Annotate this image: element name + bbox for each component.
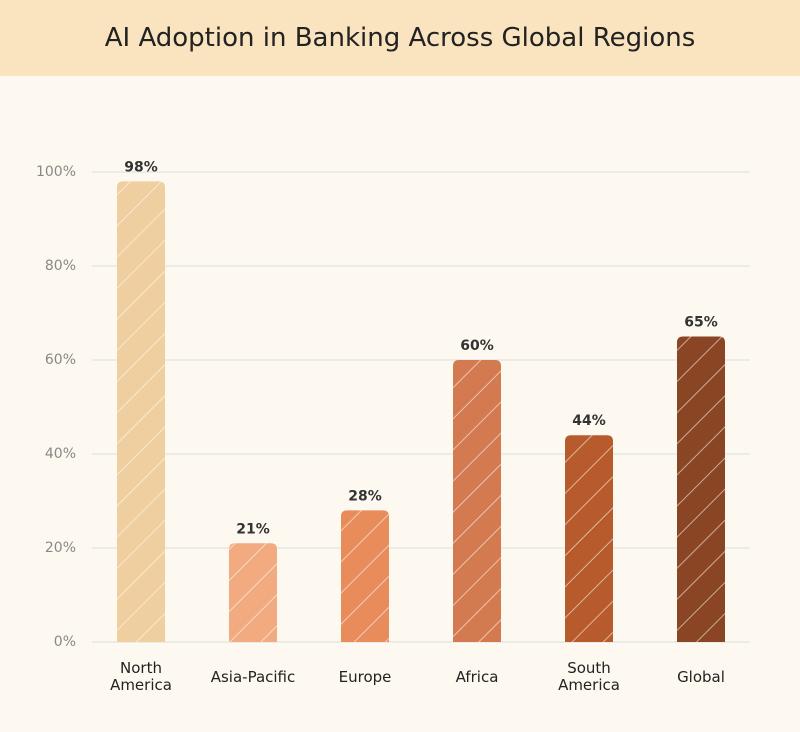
bar-hatch xyxy=(677,336,725,642)
y-tick-label: 100% xyxy=(36,164,76,180)
y-tick-label: 60% xyxy=(45,352,76,368)
x-tick-label: Global xyxy=(677,667,725,686)
bar-hatch xyxy=(565,435,613,642)
value-label: 65% xyxy=(684,315,718,331)
y-tick-label: 40% xyxy=(45,446,76,462)
bar-hatch xyxy=(117,181,165,642)
value-label: 44% xyxy=(572,413,606,429)
bar-hatch xyxy=(229,543,277,642)
value-label: 98% xyxy=(124,159,158,175)
x-tick-label: Africa xyxy=(455,667,499,686)
x-tick-label: Europe xyxy=(338,667,392,686)
x-tick-label: South America xyxy=(558,659,620,694)
y-tick-label: 80% xyxy=(45,258,76,274)
y-tick-label: 0% xyxy=(54,634,76,650)
y-tick-label: 20% xyxy=(45,540,76,556)
value-label: 28% xyxy=(348,488,382,504)
value-label: 60% xyxy=(460,338,494,354)
x-tick-label: Asia-Pacific xyxy=(210,667,296,686)
value-label: 21% xyxy=(236,521,270,537)
chart-title: AI Adoption in Banking Across Global Reg… xyxy=(0,0,800,76)
x-tick-label: North America xyxy=(110,659,172,694)
bar-hatch xyxy=(453,360,501,642)
bar-hatch xyxy=(341,510,389,642)
